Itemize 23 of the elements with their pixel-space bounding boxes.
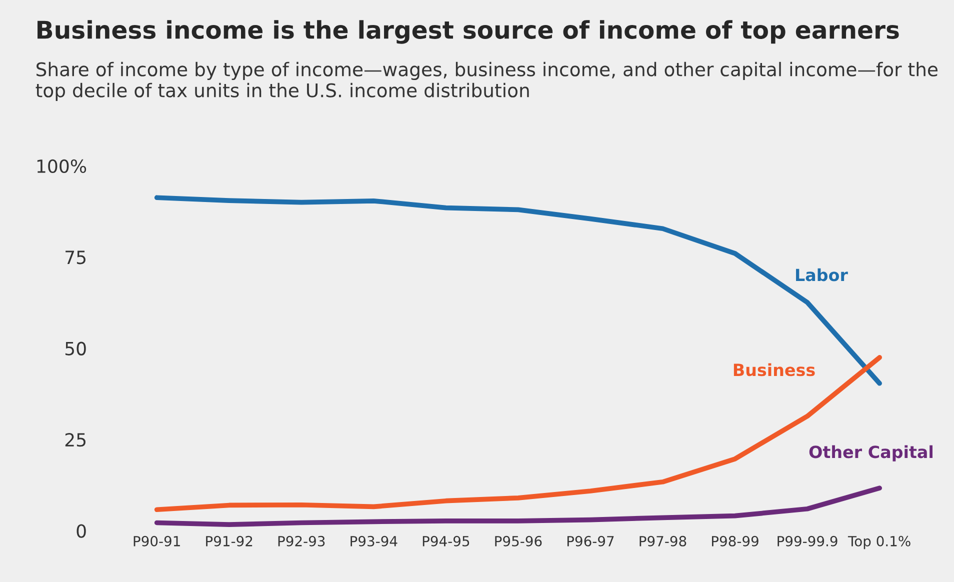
- x-tick-label: P94-95: [422, 536, 470, 546]
- x-tick-label: P95-96: [495, 536, 542, 546]
- x-tick-label: P97-98: [640, 536, 686, 546]
- text: Other Capital: [809, 445, 933, 462]
- y-tick-label: 0: [76, 524, 86, 538]
- x-tick-label: P98-99: [712, 536, 758, 546]
- x-tick-label: P99-99.9: [778, 536, 838, 546]
- x-tick-label: P96-97: [567, 536, 614, 546]
- y-tick-label: 75: [66, 250, 86, 264]
- series-label: Business: [734, 363, 815, 376]
- x-tick-label: P91-92: [206, 536, 252, 546]
- x-tick-label: P90-91: [134, 536, 180, 546]
- line-series: [154, 486, 882, 528]
- y-tick-label: 25: [65, 433, 86, 447]
- chart-subtitle: Share of income by type of income—wages, business income, and other capital income—for the top decile of tax units in the U.S. income distribution: [36, 62, 938, 102]
- x-tick-label: P93-94: [350, 536, 398, 546]
- x-tick-label: Top 0.1%: [848, 536, 910, 550]
- line-series: [154, 195, 882, 386]
- y-tick-label: 100%: [37, 159, 86, 173]
- y-tick-label: 50: [65, 342, 86, 356]
- x-tick-label: P92-93: [278, 536, 325, 546]
- series-label: Labor: [796, 268, 848, 282]
- chart-title: Business income is the largest source of income of top earners: [38, 20, 899, 44]
